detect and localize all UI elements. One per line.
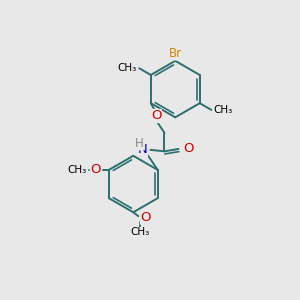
Text: CH₃: CH₃ — [118, 63, 137, 73]
Text: CH₃: CH₃ — [130, 227, 149, 238]
Text: O: O — [151, 110, 161, 122]
Text: CH₃: CH₃ — [67, 165, 86, 175]
Text: O: O — [90, 164, 101, 176]
Text: Br: Br — [169, 47, 182, 60]
Text: O: O — [184, 142, 194, 155]
Text: N: N — [138, 143, 148, 156]
Text: H: H — [135, 137, 144, 150]
Text: O: O — [140, 211, 151, 224]
Text: CH₃: CH₃ — [214, 105, 233, 115]
